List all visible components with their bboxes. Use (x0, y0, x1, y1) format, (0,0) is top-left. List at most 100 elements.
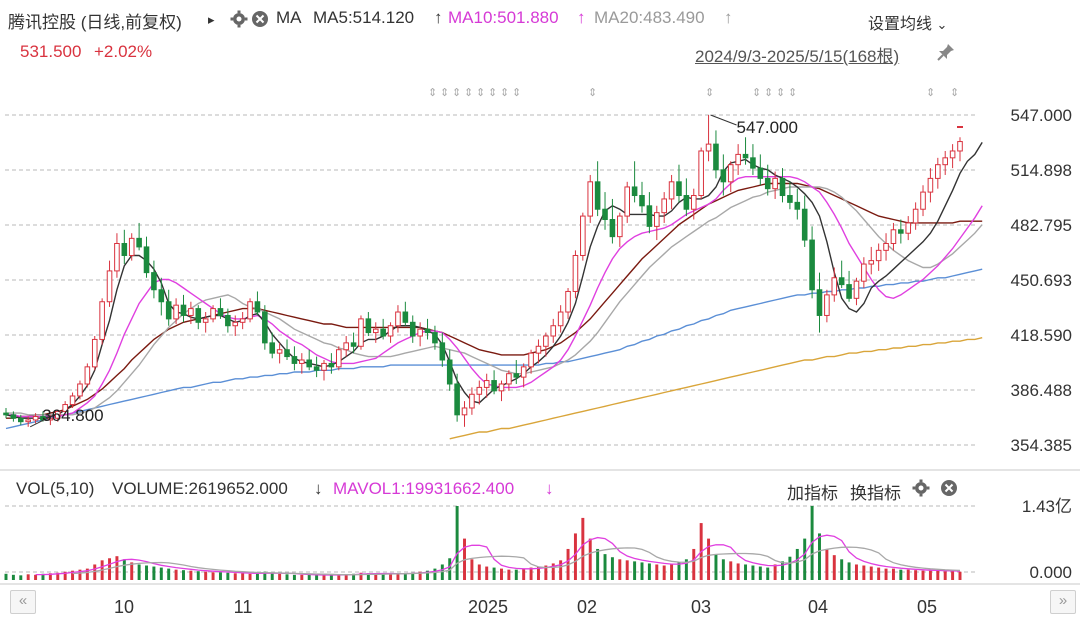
volume-bar (714, 554, 718, 580)
chevron-down-icon: ⌄ (936, 17, 948, 32)
pin-icon[interactable] (936, 42, 956, 67)
volume-bar (115, 556, 119, 580)
volume-gear-icon[interactable] (912, 479, 930, 502)
settings-ma-button[interactable]: 设置均线 ⌄ (868, 10, 947, 34)
event-marker: ⇕ (488, 87, 497, 99)
candle-body (580, 215, 586, 256)
volume-bar (655, 564, 659, 580)
candle-body (25, 419, 31, 423)
volume-bar (329, 574, 333, 580)
candle-body (949, 150, 956, 159)
candle-body (816, 289, 823, 316)
candle-body (735, 153, 741, 166)
volume-bar (440, 564, 444, 580)
volume-bar (278, 573, 282, 580)
candle-body (853, 280, 860, 299)
volume-bar (884, 568, 888, 580)
volume-bar (958, 571, 962, 580)
volume-bar (78, 569, 82, 580)
volume-close-icon[interactable] (940, 479, 958, 502)
candle-body (136, 237, 142, 248)
candle-body (942, 157, 949, 166)
x-tick-label: 02 (577, 597, 597, 617)
candle-body (646, 205, 653, 227)
volume-bar (899, 569, 903, 580)
candle-body (99, 301, 105, 340)
candle-body (831, 277, 838, 296)
close-icon[interactable] (251, 10, 269, 33)
volume-bar (352, 573, 356, 580)
candlestick-chart[interactable]: 547.000 514.898 482.795 450.693 418.590 386.4… (0, 0, 1080, 470)
volume-bar (226, 572, 230, 580)
volume-bar (315, 575, 319, 580)
event-marker: ⇕ (440, 87, 449, 99)
date-range[interactable]: 2024/9/3-2025/5/15(168根) (695, 47, 900, 66)
volume-bar (758, 566, 762, 580)
candle-body (128, 237, 135, 256)
volume-bar (100, 560, 104, 580)
volume-bar (344, 574, 348, 580)
candle-body (106, 270, 113, 303)
volume-bar (788, 556, 792, 580)
ma10-up-arrow-icon: ↑ (577, 8, 586, 27)
candle-body (328, 362, 335, 368)
candle-body (617, 215, 623, 238)
expand-arrow-icon[interactable]: ▸ (208, 12, 215, 27)
ma5-up-arrow-icon: ↑ (434, 8, 443, 27)
candle-body (269, 342, 276, 354)
volume-bar (744, 564, 748, 580)
volume-bar (906, 569, 910, 580)
candle-body (217, 308, 224, 316)
candle-body (91, 338, 98, 368)
volume-bar (130, 562, 134, 580)
gear-icon[interactable] (230, 10, 248, 33)
add-indicator-button[interactable]: 加指标 (787, 484, 838, 503)
candle-body (572, 254, 579, 292)
candle-body (676, 181, 682, 197)
last-price: 531.500 (20, 42, 82, 61)
volume-bar (869, 566, 873, 580)
mavol5-line (35, 534, 961, 576)
scroll-right-button[interactable]: » (1050, 590, 1076, 614)
ma20-up-arrow-icon: ↑ (724, 8, 733, 27)
candle-body (247, 301, 253, 320)
candle-body (3, 412, 9, 416)
candle-body (698, 150, 704, 197)
candle-body (661, 198, 667, 214)
candle-body (905, 222, 912, 234)
volume-bar (500, 568, 503, 580)
volume-bar (640, 562, 644, 580)
candle-body (639, 195, 645, 207)
candle-body (898, 229, 904, 234)
event-marker: ⇕ (500, 87, 509, 99)
candle-body (188, 308, 194, 316)
volume-down-arrow-icon: ↓ (314, 479, 323, 498)
volume-bar (463, 538, 466, 580)
candle-body (543, 335, 549, 347)
volume-bar (891, 568, 895, 580)
candle-body (299, 359, 305, 364)
candle-body (794, 201, 801, 210)
switch-indicator-button[interactable]: 换指标 (850, 484, 901, 503)
volume-bar (951, 571, 955, 580)
candle-body (491, 380, 497, 392)
candle-body (54, 410, 61, 419)
candle-body (868, 260, 875, 265)
event-marker: ⇕ (452, 87, 461, 99)
volume-bar (581, 517, 585, 580)
mavol1-value: MAVOL1:19931662.400 (333, 479, 515, 498)
x-tick-label: 03 (691, 597, 711, 617)
mavol1-down-arrow-icon: ↓ (545, 479, 554, 498)
scroll-left-button[interactable]: « (10, 590, 36, 614)
volume-bar (492, 567, 496, 580)
volume-bar (854, 564, 858, 580)
volume-bar (529, 567, 533, 580)
volume-y-tick-label: 0.000 (1029, 563, 1072, 582)
candle-body (779, 177, 786, 197)
candle-body (239, 318, 246, 323)
volume-bar (544, 565, 548, 580)
ma5-value: MA5:514.120 (313, 8, 415, 27)
volume-bar (322, 575, 326, 580)
candle-body (557, 311, 564, 327)
stock-title: 腾讯控股 (日线,前复权) (8, 13, 182, 32)
